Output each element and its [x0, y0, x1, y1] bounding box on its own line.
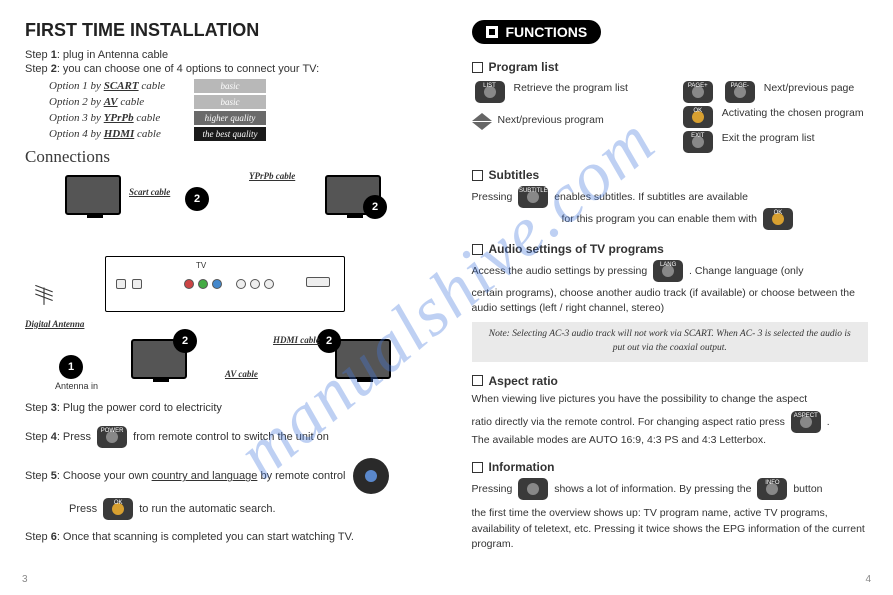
checkbox-icon	[472, 170, 483, 181]
subtitles-section: Subtitles Pressing SUBTITLE enables subt…	[472, 168, 869, 230]
info-button-icon	[518, 478, 548, 500]
checkbox-icon	[472, 244, 483, 255]
connection-diagram: TV 1 2 2 2 2 Scart cable YPrPb cable	[25, 171, 405, 391]
ok-button-icon: OK	[763, 208, 793, 230]
square-icon	[486, 26, 498, 38]
av-label: AV cable	[225, 369, 258, 379]
lang-button-icon: LANG	[653, 260, 683, 282]
antenna-icon	[31, 281, 57, 307]
badge-best: the best quality	[194, 127, 266, 141]
connections-heading: Connections	[25, 147, 422, 167]
left-page: FIRST TIME INSTALLATION Step 1: plug in …	[0, 0, 447, 595]
right-page: FUNCTIONS Program list LIST Retrieve the…	[447, 0, 893, 595]
badge-higher: higher quality	[194, 111, 266, 125]
functions-heading: FUNCTIONS	[472, 20, 602, 44]
list-button-icon: LIST	[475, 81, 505, 103]
step-3: Step 3: Plug the power cord to electrici…	[25, 401, 422, 416]
step-circle: 1	[59, 355, 83, 379]
option-yprpb: Option 3 by YPrPb cable higher quality	[49, 111, 422, 125]
pageminus-button-icon: PAGE-	[725, 81, 755, 103]
digant-label: Digital Antenna	[25, 319, 84, 329]
hdmi-label: HDMI cable	[273, 335, 320, 345]
scart-label: Scart cable	[129, 187, 170, 197]
checkbox-icon	[472, 462, 483, 473]
power-button-icon: POWER	[97, 426, 127, 448]
page-number: 3	[22, 574, 28, 585]
updown-arrows-icon	[472, 113, 492, 130]
info-section: Information Pressing shows a lot of info…	[472, 460, 869, 552]
aspect-section: Aspect ratio When viewing live pictures …	[472, 374, 869, 448]
aspect-button-icon: ASPECT	[791, 411, 821, 433]
checkbox-icon	[472, 375, 483, 386]
install-title: FIRST TIME INSTALLATION	[25, 20, 422, 41]
step-circle: 2	[317, 329, 341, 353]
ok-button-icon: OK	[683, 106, 713, 128]
step-circle: 2	[363, 195, 387, 219]
step-circle: 2	[185, 187, 209, 211]
exit-button-icon: EXIT	[683, 131, 713, 153]
option-hdmi: Option 4 by HDMI cable the best quality	[49, 127, 422, 141]
pageplus-button-icon: PAGE+	[683, 81, 713, 103]
steps-lower: Step 3: Plug the power cord to electrici…	[25, 401, 422, 546]
step-1: Step 1: plug in Antenna cable	[25, 49, 422, 61]
tv-icon	[335, 339, 391, 379]
subtitle-button-icon: SUBTITLE	[518, 186, 548, 208]
ok-button-icon: OK	[103, 498, 133, 520]
step-circle: 2	[173, 329, 197, 353]
tv-icon	[65, 175, 121, 215]
connection-options: Option 1 by SCART cable basic Option 2 b…	[49, 79, 422, 141]
option-scart: Option 1 by SCART cable basic	[49, 79, 422, 93]
step-6: Step 6: Once that scanning is completed …	[25, 530, 422, 545]
yprpb-label: YPrPb cable	[249, 171, 295, 181]
step-2: Step 2: you can choose one of 4 options …	[25, 63, 422, 75]
checkbox-icon	[472, 62, 483, 73]
info-button-icon: INFO	[757, 478, 787, 500]
step-4: Step 4: Press POWER from remote control …	[25, 426, 422, 448]
manual-spread: FIRST TIME INSTALLATION Step 1: plug in …	[0, 0, 893, 595]
tv-port-label: TV	[196, 261, 206, 270]
receiver-box: TV	[105, 256, 345, 312]
audio-note: Note: Selecting AC-3 audio track will no…	[472, 322, 869, 362]
nav-pad-icon	[353, 458, 389, 494]
antenna-in-label: Antenna in	[55, 381, 98, 391]
step-5: Step 5: Choose your own country and lang…	[25, 458, 422, 520]
page-number: 4	[865, 574, 871, 585]
audio-section: Audio settings of TV programs Access the…	[472, 242, 869, 362]
badge-basic: basic	[194, 95, 266, 109]
badge-basic: basic	[194, 79, 266, 93]
program-list-section: Program list LIST Retrieve the program l…	[472, 60, 869, 156]
option-av: Option 2 by AV cable basic	[49, 95, 422, 109]
